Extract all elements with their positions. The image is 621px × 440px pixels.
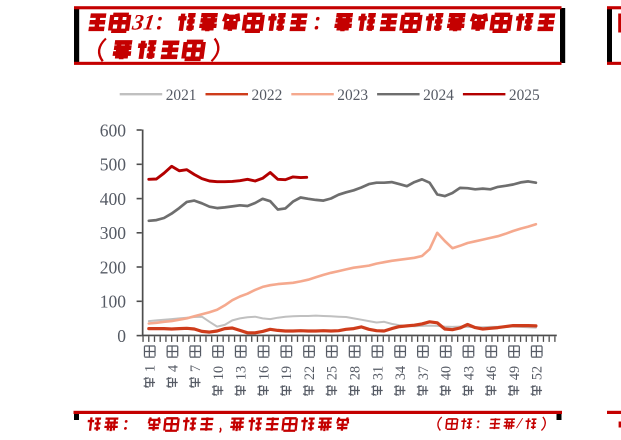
svg-text:31: 31 bbox=[370, 366, 386, 380]
svg-text:19: 19 bbox=[279, 366, 295, 380]
svg-text:49: 49 bbox=[507, 366, 523, 380]
svg-text:37: 37 bbox=[416, 366, 432, 380]
svg-text:600: 600 bbox=[100, 120, 127, 140]
svg-text:2023: 2023 bbox=[337, 87, 368, 104]
svg-text:100: 100 bbox=[100, 292, 127, 312]
svg-text:400: 400 bbox=[100, 189, 127, 209]
svg-text:2021: 2021 bbox=[166, 87, 197, 104]
svg-text:43: 43 bbox=[461, 366, 477, 380]
svg-text:7: 7 bbox=[188, 365, 204, 372]
svg-text:4: 4 bbox=[165, 365, 181, 372]
svg-text:10: 10 bbox=[211, 366, 227, 380]
svg-text:300: 300 bbox=[100, 223, 127, 243]
svg-text:500: 500 bbox=[100, 155, 127, 175]
svg-text:2022: 2022 bbox=[252, 87, 283, 104]
svg-text:/: / bbox=[515, 416, 524, 432]
svg-text:22: 22 bbox=[302, 366, 318, 380]
svg-text:200: 200 bbox=[100, 257, 127, 277]
svg-text:2025: 2025 bbox=[509, 87, 540, 104]
svg-text:28: 28 bbox=[348, 366, 364, 380]
svg-text:34: 34 bbox=[393, 366, 409, 380]
svg-text:46: 46 bbox=[484, 366, 500, 380]
svg-text:40: 40 bbox=[439, 366, 455, 380]
svg-text:13: 13 bbox=[234, 366, 250, 380]
svg-text:52: 52 bbox=[530, 366, 546, 380]
svg-text:2024: 2024 bbox=[423, 87, 454, 104]
svg-text:31: 31 bbox=[130, 9, 156, 34]
svg-text:0: 0 bbox=[117, 326, 126, 346]
svg-text:25: 25 bbox=[325, 366, 341, 380]
svg-text:1: 1 bbox=[143, 365, 159, 372]
svg-text:16: 16 bbox=[256, 366, 272, 380]
